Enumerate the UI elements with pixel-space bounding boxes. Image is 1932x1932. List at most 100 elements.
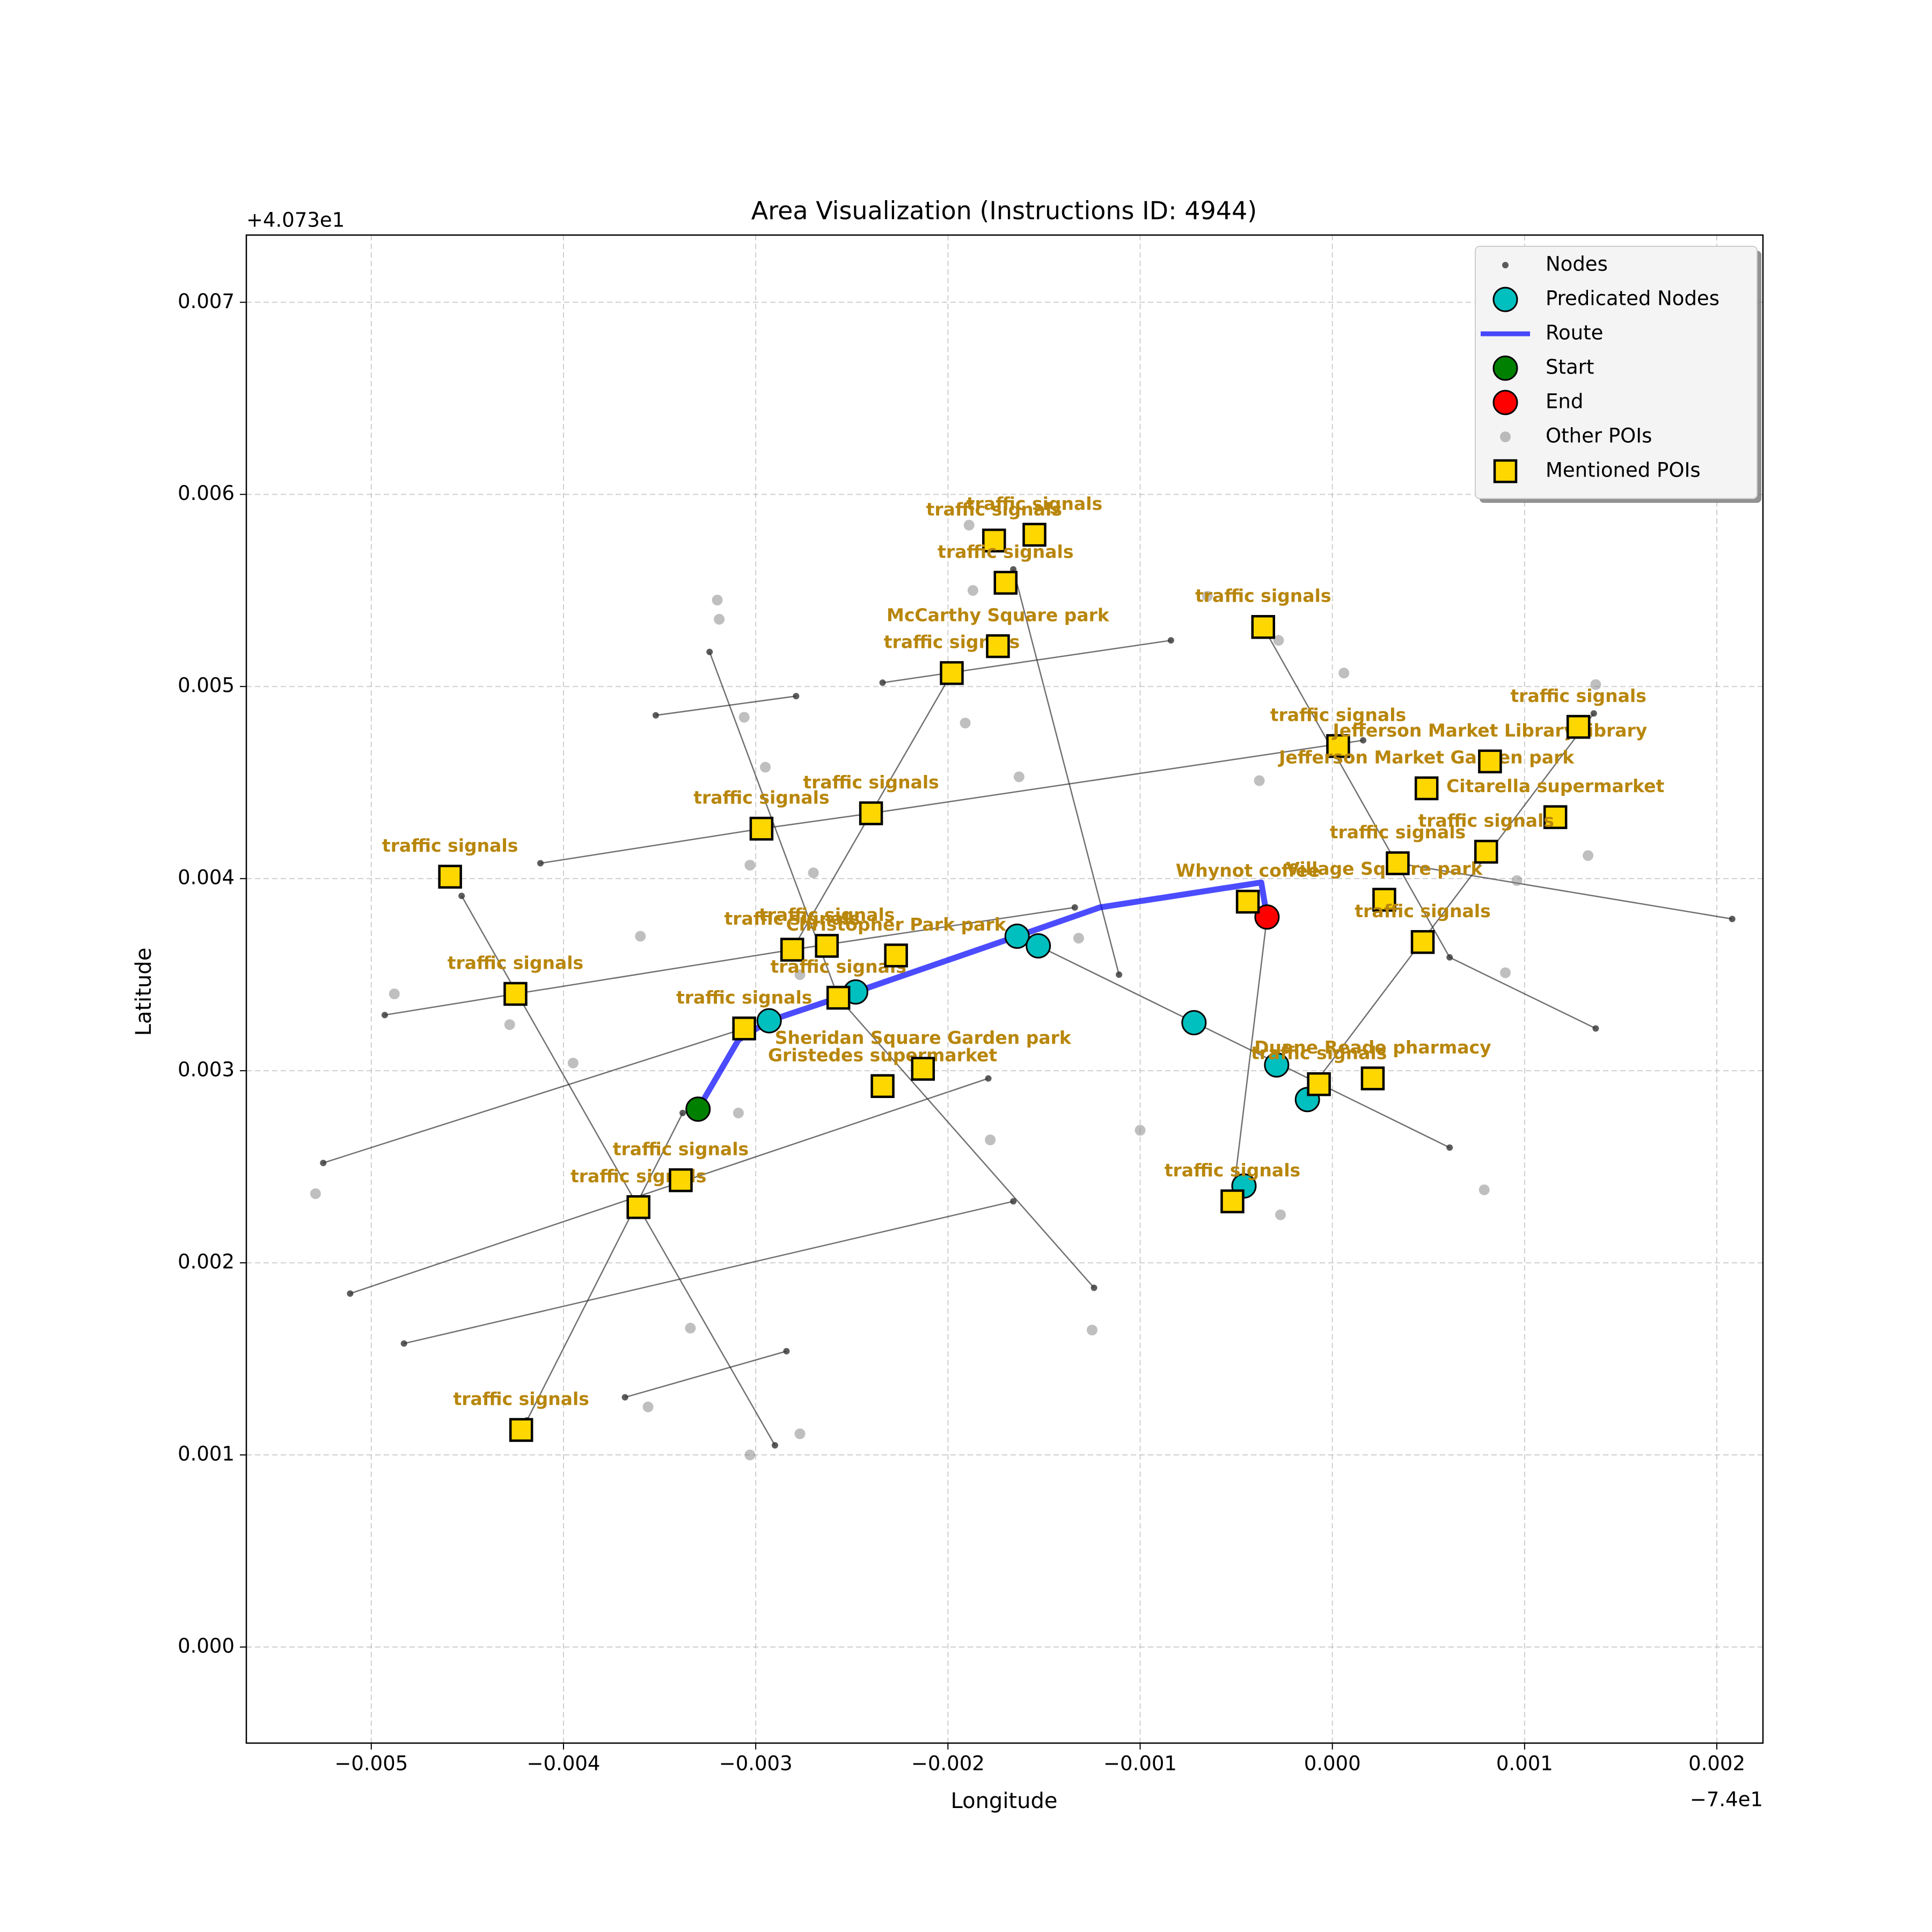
legend xyxy=(1475,246,1758,499)
y-tick-label: 0.003 xyxy=(178,1058,235,1081)
other-poi xyxy=(794,969,806,980)
y-axis-label: Latitude xyxy=(131,948,156,1036)
poi-marker xyxy=(1251,614,1275,639)
legend-label: Route xyxy=(1546,321,1603,345)
node xyxy=(879,679,886,686)
other-poi xyxy=(1338,668,1350,679)
node-marker xyxy=(1254,904,1280,930)
other-poi xyxy=(635,931,646,942)
poi-marker xyxy=(884,943,908,968)
x-tick-label: −0.003 xyxy=(719,1752,793,1775)
x-axis-label: Longitude xyxy=(951,1789,1058,1813)
poi-marker xyxy=(503,982,528,1006)
node xyxy=(537,860,544,867)
legend-marker xyxy=(1500,431,1511,442)
other-poi xyxy=(985,1135,996,1145)
poi-marker xyxy=(509,1418,533,1442)
y-tick-label: 0.002 xyxy=(178,1250,235,1274)
poi-label: Christopher Park park xyxy=(786,914,1007,935)
legend-marker xyxy=(1492,355,1518,381)
other-poi xyxy=(642,1401,654,1413)
other-poi xyxy=(808,867,819,879)
poi-label: McCarthy Square park xyxy=(887,605,1110,626)
other-poi xyxy=(960,718,971,729)
node xyxy=(783,1348,790,1355)
other-poi xyxy=(685,1322,696,1334)
poi-marker xyxy=(1414,776,1439,801)
y-tick-label: 0.007 xyxy=(178,290,235,313)
other-poi xyxy=(760,762,771,773)
node xyxy=(347,1290,354,1297)
other-poi xyxy=(1500,967,1511,978)
node xyxy=(1590,710,1597,717)
node xyxy=(706,648,713,655)
poi-label: traffic signals xyxy=(1165,1160,1300,1181)
other-poi xyxy=(1583,850,1594,861)
other-poi xyxy=(567,1057,579,1069)
legend-label: Nodes xyxy=(1546,253,1608,276)
axes-frame xyxy=(245,234,1764,1744)
node xyxy=(985,1075,992,1082)
poi-label: traffic signals xyxy=(1510,685,1646,706)
other-poi xyxy=(744,860,756,871)
node xyxy=(400,1340,407,1347)
poi-marker xyxy=(1386,851,1410,875)
poi-label: traffic signals xyxy=(693,787,829,808)
node xyxy=(621,1394,628,1401)
poi-label: Citarella supermarket xyxy=(1446,775,1664,796)
node xyxy=(771,1442,778,1449)
poi-marker xyxy=(749,816,774,841)
poi-label: traffic signals xyxy=(926,499,1062,520)
node xyxy=(1091,1284,1097,1291)
y-offset-label: +4.073e1 xyxy=(246,209,345,232)
node xyxy=(793,693,800,700)
legend-marker xyxy=(1492,390,1518,415)
legend-marker xyxy=(1493,459,1518,484)
other-poi xyxy=(1135,1125,1146,1136)
other-poi xyxy=(1511,875,1523,886)
street xyxy=(526,1113,684,1421)
poi-label: Gristedes supermarket xyxy=(768,1044,997,1065)
legend-marker xyxy=(1502,262,1509,268)
poi-label: Whynot coffee xyxy=(1176,860,1320,881)
poi-marker xyxy=(669,1168,693,1192)
poi-marker xyxy=(859,801,883,825)
other-poi xyxy=(1254,775,1265,786)
poi-label: traffic signals xyxy=(382,835,518,856)
poi-marker xyxy=(986,634,1010,658)
poi-marker xyxy=(1543,805,1568,829)
poi-label: traffic signals xyxy=(724,908,860,929)
street xyxy=(655,695,796,716)
poi-marker xyxy=(870,1074,895,1099)
poi-label: traffic signals xyxy=(759,904,895,925)
node-marker xyxy=(756,1008,782,1034)
node xyxy=(1446,954,1453,961)
other-poi xyxy=(1275,1209,1286,1220)
chart-title: Area Visualization (Instructions ID: 494… xyxy=(751,196,1257,225)
poi-marker xyxy=(982,528,1006,553)
poi-marker xyxy=(1307,1072,1331,1096)
node-marker xyxy=(1004,924,1030,949)
legend-label: Other POIs xyxy=(1546,425,1652,448)
node xyxy=(1071,904,1078,911)
x-tick-label: 0.002 xyxy=(1688,1752,1745,1775)
street xyxy=(540,740,1364,864)
poi-marker xyxy=(1326,734,1350,758)
poi-label: Jefferson Market Garden park xyxy=(1278,747,1575,767)
node xyxy=(381,1012,388,1019)
street xyxy=(404,1201,1014,1344)
poi-marker xyxy=(1360,1066,1385,1091)
poi-label: traffic signals xyxy=(1195,586,1331,606)
poi-label: Sheridan Square Garden park xyxy=(775,1027,1072,1048)
other-poi xyxy=(967,585,978,596)
poi-marker xyxy=(626,1195,650,1219)
y-tick-label: 0.000 xyxy=(178,1635,235,1658)
street xyxy=(1038,945,1450,1148)
other-poi xyxy=(1013,771,1024,782)
node xyxy=(1167,637,1174,644)
poi-label: Duane Reade pharmacy xyxy=(1254,1037,1491,1058)
poi-marker xyxy=(826,985,851,1010)
poi-label: traffic signals xyxy=(448,952,583,973)
x-tick-label: −0.004 xyxy=(527,1752,601,1775)
